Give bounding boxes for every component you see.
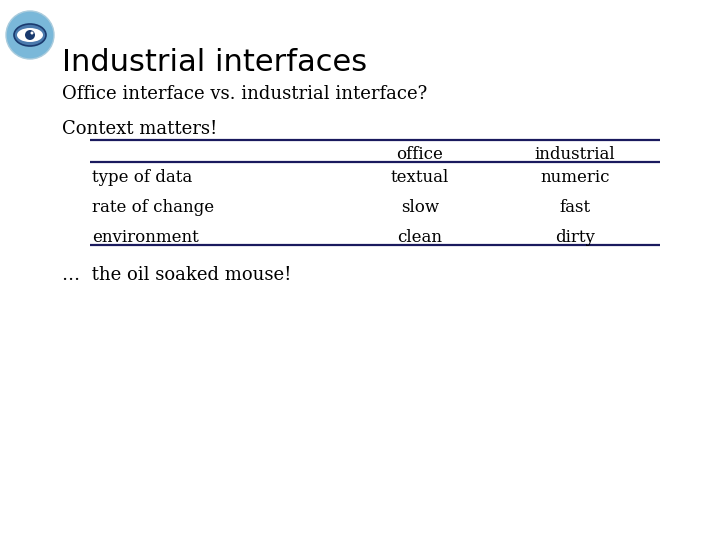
Circle shape — [30, 31, 34, 35]
Text: Industrial interfaces: Industrial interfaces — [62, 48, 367, 77]
Text: …  the oil soaked mouse!: … the oil soaked mouse! — [62, 266, 292, 284]
Text: dirty: dirty — [555, 229, 595, 246]
Text: industrial: industrial — [535, 146, 616, 163]
Text: Context matters!: Context matters! — [62, 120, 217, 138]
Circle shape — [25, 30, 35, 40]
Ellipse shape — [6, 11, 54, 59]
Ellipse shape — [14, 24, 46, 46]
Text: type of data: type of data — [92, 169, 192, 186]
Text: Office interface vs. industrial interface?: Office interface vs. industrial interfac… — [62, 85, 427, 103]
Ellipse shape — [17, 28, 43, 42]
Text: rate of change: rate of change — [92, 199, 214, 216]
Text: textual: textual — [391, 169, 449, 186]
Text: fast: fast — [559, 199, 590, 216]
Text: clean: clean — [397, 229, 443, 246]
Text: slow: slow — [401, 199, 439, 216]
Text: office: office — [397, 146, 444, 163]
Text: environment: environment — [92, 229, 199, 246]
Text: numeric: numeric — [540, 169, 610, 186]
